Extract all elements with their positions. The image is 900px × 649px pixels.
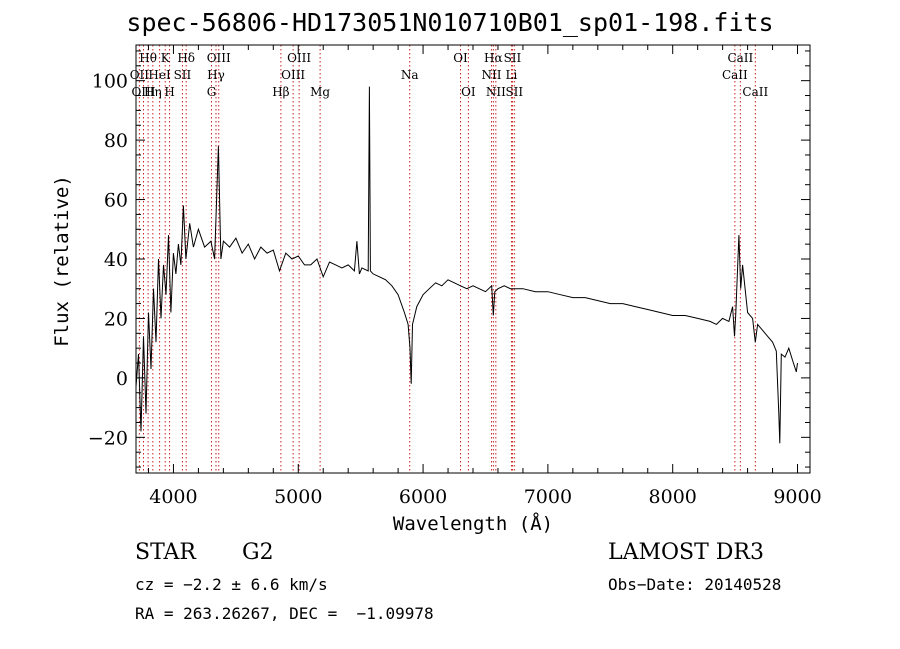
- line-label: SII: [504, 51, 522, 65]
- coordinates-readout: RA = 263.26267, DEC = −1.09978: [135, 604, 434, 623]
- spectrum-line: [135, 86, 798, 444]
- x-tick-label: 9000: [773, 486, 821, 508]
- y-axis: −20 0 20 40 60 80 100: [88, 50, 810, 468]
- line-label: CaII: [742, 85, 768, 99]
- line-label: NII: [486, 85, 506, 99]
- line-label: OII: [130, 68, 150, 82]
- line-label: K: [161, 51, 171, 65]
- line-label: OIII: [131, 85, 155, 99]
- line-label: HeI: [148, 68, 171, 82]
- y-tick-label: −20: [88, 427, 128, 449]
- line-label: OIII: [281, 68, 305, 82]
- line-label: NII: [481, 68, 501, 82]
- line-label: OIII: [207, 51, 231, 65]
- y-tick-label: 20: [104, 308, 128, 330]
- emission-line-markers: [138, 45, 756, 473]
- redshift-readout: cz = −2.2 ± 6.6 km/s: [135, 575, 328, 594]
- line-label: Hβ: [272, 85, 289, 99]
- y-tick-label: 80: [104, 130, 128, 152]
- y-axis-label: Flux (relative): [51, 175, 73, 347]
- line-label: Hγ: [207, 68, 225, 82]
- x-axis: 4000 5000 6000 7000 8000 9000: [147, 45, 822, 508]
- line-label: OIII: [287, 51, 311, 65]
- observation-date: Obs−Date: 20140528: [608, 575, 782, 594]
- line-label: CaII: [722, 68, 748, 82]
- object-class: STAR: [135, 540, 196, 565]
- y-tick-label: 40: [104, 249, 128, 271]
- spectrum-series: [135, 86, 798, 444]
- line-label: Na: [401, 68, 419, 82]
- x-tick-label: 8000: [649, 486, 697, 508]
- line-label: OI: [453, 51, 468, 65]
- line-label: Hα: [484, 51, 503, 65]
- line-label: Hθ: [139, 51, 157, 65]
- survey-name: LAMOST DR3: [608, 540, 764, 565]
- line-label: OI: [461, 85, 476, 99]
- y-tick-label: 0: [116, 368, 128, 390]
- y-tick-label: 100: [92, 71, 128, 93]
- line-label: SII: [505, 85, 523, 99]
- line-label: CaII: [727, 51, 753, 65]
- x-tick-label: 5000: [274, 486, 322, 508]
- line-label: Hδ: [177, 51, 195, 65]
- line-label: Li: [506, 68, 518, 82]
- object-subclass: G2: [242, 540, 274, 565]
- y-tick-label: 60: [104, 190, 128, 212]
- line-label: H: [164, 85, 174, 99]
- line-label: G: [207, 85, 217, 99]
- chart-title: spec-56806-HD173051N010710B01_sp01-198.f…: [126, 8, 774, 37]
- x-axis-label: Wavelength (Å): [393, 512, 553, 535]
- x-tick-label: 7000: [524, 486, 572, 508]
- x-tick-label: 4000: [149, 486, 197, 508]
- plot-frame: [135, 44, 811, 474]
- x-tick-label: 6000: [399, 486, 447, 508]
- line-label: SII: [174, 68, 192, 82]
- line-label: Mg: [310, 85, 330, 99]
- line-label: Hη: [144, 85, 162, 99]
